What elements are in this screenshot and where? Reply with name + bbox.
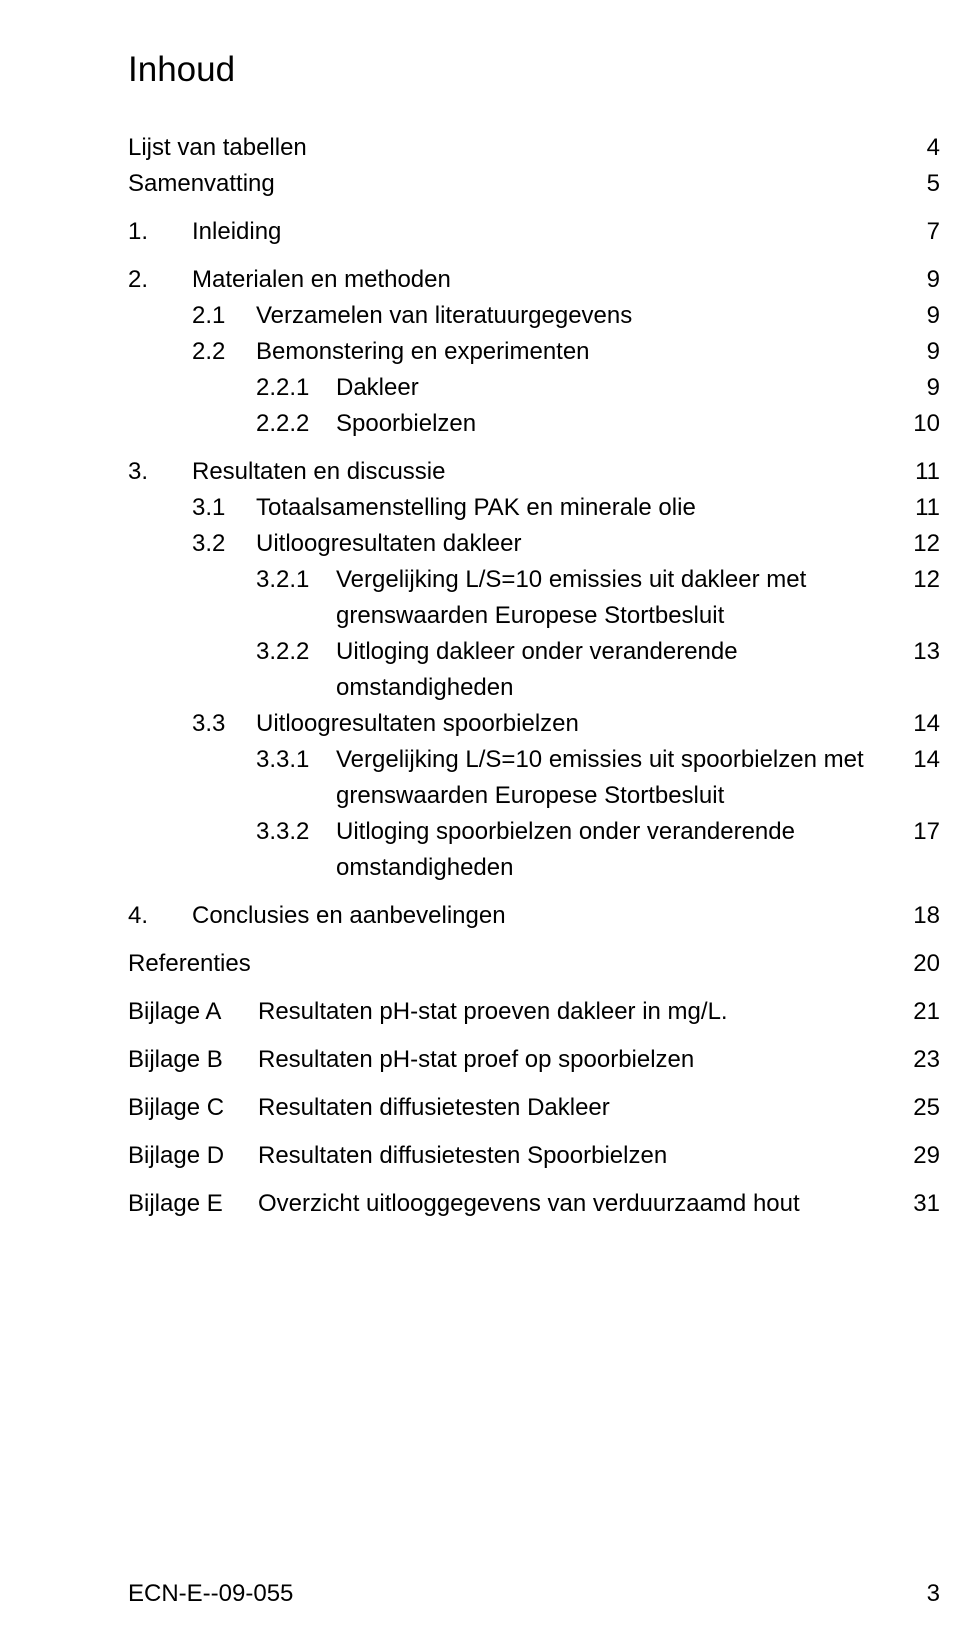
toc-entry: 3.2.1Vergelijking L/S=10 emissies uit da… bbox=[256, 562, 940, 634]
toc-entry-number: 2.1 bbox=[192, 298, 256, 334]
toc-entry-label: Vergelijking L/S=10 emissies uit dakleer… bbox=[336, 562, 900, 634]
page: Inhoud Lijst van tabellen4Samenvatting5 1… bbox=[0, 0, 960, 1648]
toc-entry-number: Bijlage B bbox=[128, 1042, 258, 1078]
toc-entry: 3.3.2Uitloging spoorbielzen onder verand… bbox=[256, 814, 940, 886]
toc-entry-page: 12 bbox=[900, 526, 940, 562]
toc-entry-page: 4 bbox=[900, 130, 940, 166]
footer-page-number: 3 bbox=[927, 1580, 940, 1608]
toc-entry-label: Materialen en methoden bbox=[192, 262, 900, 298]
toc-entry-page: 12 bbox=[900, 562, 940, 598]
toc-entry-number: Bijlage E bbox=[128, 1186, 258, 1222]
toc-entry: Bijlage BResultaten pH-stat proef op spo… bbox=[128, 1042, 940, 1078]
toc-entry: 1.Inleiding7 bbox=[128, 214, 940, 250]
toc-entry: 2.Materialen en methoden9 bbox=[128, 262, 940, 298]
toc-entry-label: Dakleer bbox=[336, 370, 900, 406]
toc-entry-page: 9 bbox=[900, 334, 940, 370]
toc-entry-page: 11 bbox=[900, 490, 940, 526]
toc-entry: Bijlage EOverzicht uitlooggegevens van v… bbox=[128, 1186, 940, 1222]
toc-entry-label: Resultaten diffusietesten Dakleer bbox=[258, 1090, 900, 1126]
toc-entry: Bijlage AResultaten pH-stat proeven dakl… bbox=[128, 994, 940, 1030]
toc-entry: 2.2.1Dakleer9 bbox=[256, 370, 940, 406]
toc-entry-label: Uitloogresultaten dakleer bbox=[256, 526, 900, 562]
toc-entry-number: 4. bbox=[128, 898, 192, 934]
toc-entry: 3.2Uitloogresultaten dakleer12 bbox=[192, 526, 940, 562]
toc-entry-number: 3. bbox=[128, 454, 192, 490]
toc-entry-label: Totaalsamenstelling PAK en minerale olie bbox=[256, 490, 900, 526]
toc-entry-page: 7 bbox=[900, 214, 940, 250]
toc-entry-number: 2.2.2 bbox=[256, 406, 336, 442]
toc-entry: 3.3Uitloogresultaten spoorbielzen14 bbox=[192, 706, 940, 742]
toc-entry-label: Referenties bbox=[128, 946, 900, 982]
toc-entry-page: 14 bbox=[900, 706, 940, 742]
toc-entry-label: Conclusies en aanbevelingen bbox=[192, 898, 900, 934]
toc-entry: 3.3.1Vergelijking L/S=10 emissies uit sp… bbox=[256, 742, 940, 814]
toc-entry-page: 14 bbox=[900, 742, 940, 778]
toc-entry-page: 10 bbox=[900, 406, 940, 442]
toc-entry-label: Resultaten en discussie bbox=[192, 454, 900, 490]
toc-entry-page: 5 bbox=[900, 166, 940, 202]
toc-entry-page: 29 bbox=[900, 1138, 940, 1174]
toc-entry-label: Vergelijking L/S=10 emissies uit spoorbi… bbox=[336, 742, 900, 814]
toc-entry-page: 21 bbox=[900, 994, 940, 1030]
toc-entry-number: 3.3 bbox=[192, 706, 256, 742]
toc-entry-label: Lijst van tabellen bbox=[128, 130, 900, 166]
toc-entry-number: Bijlage D bbox=[128, 1138, 258, 1174]
toc-entry-page: 18 bbox=[900, 898, 940, 934]
toc-entry-page: 11 bbox=[900, 454, 940, 490]
toc-entry: Bijlage CResultaten diffusietesten Dakle… bbox=[128, 1090, 940, 1126]
toc-entry-page: 20 bbox=[900, 946, 940, 982]
toc-entry-label: Uitloogresultaten spoorbielzen bbox=[256, 706, 900, 742]
toc-entry-label: Uitloging dakleer onder veranderende oms… bbox=[336, 634, 900, 706]
toc-entry-page: 13 bbox=[900, 634, 940, 670]
table-of-contents: Lijst van tabellen4Samenvatting5 1.Inleid… bbox=[128, 130, 940, 1222]
toc-entry-label: Bemonstering en experimenten bbox=[256, 334, 900, 370]
toc-entry: Samenvatting5 bbox=[128, 166, 940, 202]
footer-doc-id: ECN-E--09-055 bbox=[128, 1580, 293, 1608]
toc-entry-number: 2. bbox=[128, 262, 192, 298]
toc-entry-label: Resultaten diffusietesten Spoorbielzen bbox=[258, 1138, 900, 1174]
page-title: Inhoud bbox=[128, 50, 940, 90]
toc-entry: 3.2.2Uitloging dakleer onder veranderend… bbox=[256, 634, 940, 706]
toc-entry-label: Resultaten pH-stat proeven dakleer in mg… bbox=[258, 994, 900, 1030]
toc-entry: Referenties20 bbox=[128, 946, 940, 982]
toc-entry-number: Bijlage A bbox=[128, 994, 258, 1030]
toc-entry-number: 3.2 bbox=[192, 526, 256, 562]
toc-entry: Bijlage DResultaten diffusietesten Spoor… bbox=[128, 1138, 940, 1174]
toc-entry-number: 2.2.1 bbox=[256, 370, 336, 406]
toc-entry-number: Bijlage C bbox=[128, 1090, 258, 1126]
toc-entry: 4.Conclusies en aanbevelingen18 bbox=[128, 898, 940, 934]
toc-entry-label: Uitloging spoorbielzen onder veranderend… bbox=[336, 814, 900, 886]
toc-entry-label: Resultaten pH-stat proef op spoorbielzen bbox=[258, 1042, 900, 1078]
toc-entry-number: 3.1 bbox=[192, 490, 256, 526]
toc-entry-number: 3.3.2 bbox=[256, 814, 336, 850]
footer: ECN-E--09-055 3 bbox=[128, 1580, 940, 1608]
toc-entry-label: Verzamelen van literatuurgegevens bbox=[256, 298, 900, 334]
toc-entry-number: 1. bbox=[128, 214, 192, 250]
toc-entry: 3.Resultaten en discussie11 bbox=[128, 454, 940, 490]
toc-entry-number: 3.2.1 bbox=[256, 562, 336, 598]
toc-entry-label: Samenvatting bbox=[128, 166, 900, 202]
toc-entry-label: Spoorbielzen bbox=[336, 406, 900, 442]
toc-entry-number: 2.2 bbox=[192, 334, 256, 370]
toc-entry-label: Inleiding bbox=[192, 214, 900, 250]
toc-entry-page: 9 bbox=[900, 262, 940, 298]
toc-entry-page: 25 bbox=[900, 1090, 940, 1126]
toc-entry: 3.1Totaalsamenstelling PAK en minerale o… bbox=[192, 490, 940, 526]
toc-entry-page: 9 bbox=[900, 298, 940, 334]
toc-entry: 2.2.2Spoorbielzen10 bbox=[256, 406, 940, 442]
toc-entry-label: Overzicht uitlooggegevens van verduurzaa… bbox=[258, 1186, 900, 1222]
toc-entry: Lijst van tabellen4 bbox=[128, 130, 940, 166]
toc-entry: 2.1Verzamelen van literatuurgegevens9 bbox=[192, 298, 940, 334]
toc-entry: 2.2Bemonstering en experimenten9 bbox=[192, 334, 940, 370]
toc-entry-page: 31 bbox=[900, 1186, 940, 1222]
toc-entry-number: 3.3.1 bbox=[256, 742, 336, 778]
toc-entry-page: 9 bbox=[900, 370, 940, 406]
toc-entry-page: 23 bbox=[900, 1042, 940, 1078]
toc-entry-number: 3.2.2 bbox=[256, 634, 336, 670]
toc-entry-page: 17 bbox=[900, 814, 940, 850]
